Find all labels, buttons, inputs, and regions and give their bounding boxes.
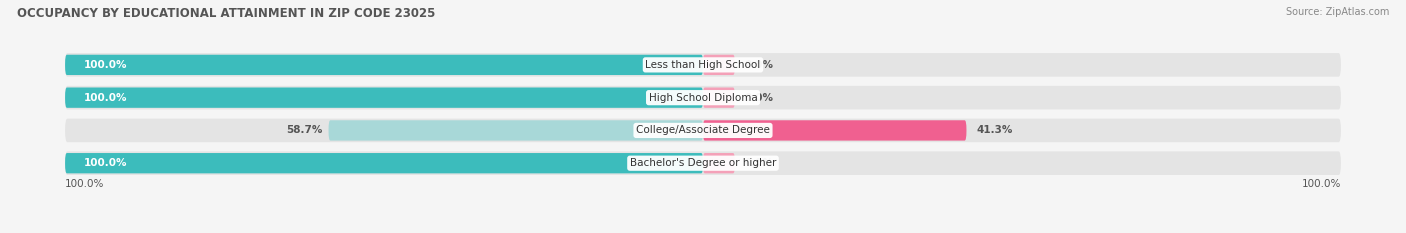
Text: 100.0%: 100.0% [84,93,128,103]
Text: College/Associate Degree: College/Associate Degree [636,125,770,135]
FancyBboxPatch shape [65,119,1341,142]
Text: Bachelor's Degree or higher: Bachelor's Degree or higher [630,158,776,168]
FancyBboxPatch shape [703,153,735,173]
Text: 100.0%: 100.0% [84,158,128,168]
Text: 100.0%: 100.0% [84,60,128,70]
FancyBboxPatch shape [703,88,735,108]
Text: 41.3%: 41.3% [976,125,1012,135]
FancyBboxPatch shape [65,88,703,108]
FancyBboxPatch shape [65,151,1341,175]
FancyBboxPatch shape [329,120,703,140]
FancyBboxPatch shape [703,120,966,140]
Text: 0.0%: 0.0% [744,158,773,168]
FancyBboxPatch shape [65,53,1341,77]
FancyBboxPatch shape [65,86,1341,110]
Text: High School Diploma: High School Diploma [648,93,758,103]
FancyBboxPatch shape [65,55,703,75]
Text: 58.7%: 58.7% [285,125,322,135]
Text: 100.0%: 100.0% [65,178,104,188]
Text: Less than High School: Less than High School [645,60,761,70]
Text: OCCUPANCY BY EDUCATIONAL ATTAINMENT IN ZIP CODE 23025: OCCUPANCY BY EDUCATIONAL ATTAINMENT IN Z… [17,7,436,20]
Text: 0.0%: 0.0% [744,93,773,103]
FancyBboxPatch shape [703,55,735,75]
Text: Source: ZipAtlas.com: Source: ZipAtlas.com [1285,7,1389,17]
Text: 100.0%: 100.0% [1302,178,1341,188]
Text: 0.0%: 0.0% [744,60,773,70]
FancyBboxPatch shape [65,153,703,173]
